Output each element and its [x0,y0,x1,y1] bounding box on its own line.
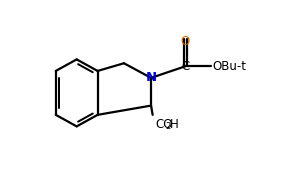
Text: N: N [146,71,157,84]
Text: C: C [181,60,189,73]
Text: CO: CO [155,118,173,131]
Text: 2: 2 [166,122,171,131]
Text: O: O [180,35,190,48]
Text: OBu-t: OBu-t [212,60,246,73]
Text: H: H [170,118,178,131]
